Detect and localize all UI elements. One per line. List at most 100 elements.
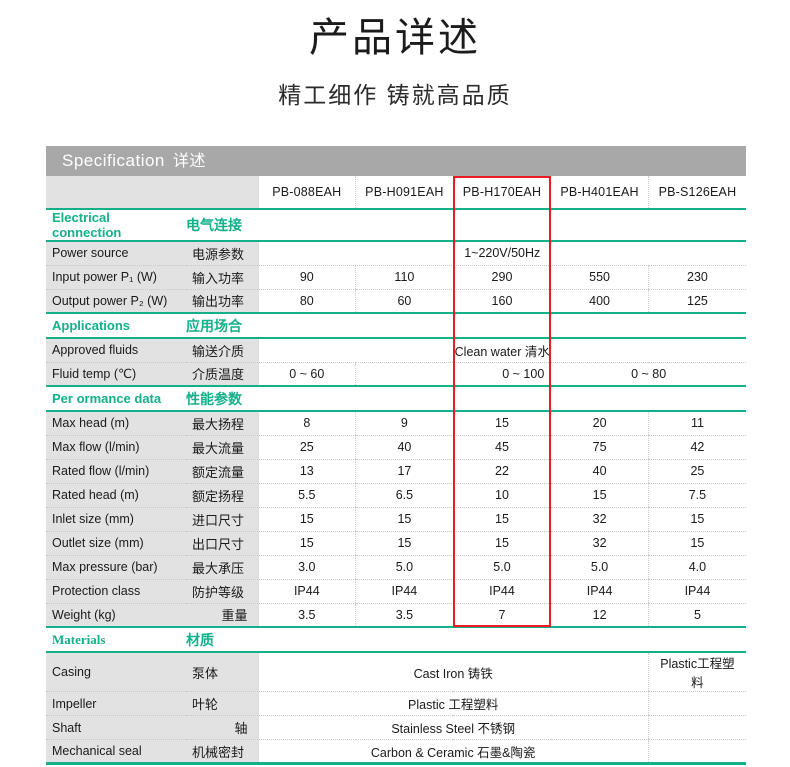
table-row: Power source 电源参数 1~220V/50Hz bbox=[46, 241, 746, 266]
cell-value: 22 bbox=[452, 459, 551, 484]
cell-value: 11 bbox=[647, 411, 746, 436]
cell-value: IP44 bbox=[355, 579, 454, 604]
cell-value-spanned: Plastic工程塑料 bbox=[647, 652, 746, 692]
model-header-pb-s126eah[interactable]: PB-S126EAH bbox=[647, 176, 746, 209]
cell-value-empty bbox=[647, 739, 746, 764]
table-row: Casing 泵体 Cast Iron 铸铁 Plastic工程塑料 bbox=[46, 652, 746, 692]
cell-value: 40 bbox=[355, 435, 454, 460]
cell-value: 5.0 bbox=[452, 555, 551, 580]
row-label-cn: 重量 bbox=[186, 603, 258, 628]
table-row: Approved fluids 输送介质 Clean water 清水 bbox=[46, 338, 746, 363]
row-label-en: Max head (m) bbox=[46, 411, 186, 436]
cell-value: 10 bbox=[452, 483, 551, 508]
section-title-cn: 应用场合 bbox=[186, 312, 746, 339]
cell-value: 230 bbox=[647, 265, 746, 290]
cell-value: 290 bbox=[452, 265, 551, 290]
cell-value: 15 bbox=[257, 531, 356, 556]
table-row: Inlet size (mm) 进口尺寸 15 15 15 32 15 bbox=[46, 507, 746, 532]
cell-value: 15 bbox=[647, 507, 746, 532]
section-title-en: Applications bbox=[46, 312, 186, 339]
table-row: Fluid temp (℃) 介质温度 0 ~ 60 0 ~ 100 0 ~ 80 bbox=[46, 362, 746, 387]
row-label-en: Approved fluids bbox=[46, 338, 186, 363]
cell-value-spanned: 1~220V/50Hz bbox=[257, 241, 746, 266]
cell-value: 125 bbox=[647, 289, 746, 314]
cell-value: 60 bbox=[355, 289, 454, 314]
row-label-cn: 出口尺寸 bbox=[186, 531, 258, 556]
model-header-pb-h401eah[interactable]: PB-H401EAH bbox=[550, 176, 649, 209]
row-label-en: Shaft bbox=[46, 715, 186, 740]
specification-table: PB-088EAH PB-H091EAH PB-H170EAH PB-H401EAH P… bbox=[46, 176, 746, 767]
cell-value: 80 bbox=[257, 289, 356, 314]
table-bottom-rule-cell bbox=[46, 762, 746, 767]
row-label-cn: 机械密封 bbox=[186, 739, 258, 764]
table-row: Protection class 防护等级 IP44 IP44 IP44 IP44 IP44 bbox=[46, 579, 746, 604]
model-header-pb-h170eah[interactable]: PB-H170EAH bbox=[452, 176, 551, 209]
cell-value: 17 bbox=[355, 459, 454, 484]
cell-value-empty bbox=[647, 691, 746, 716]
specification-label-cn: 详述 bbox=[172, 153, 206, 170]
row-label-en: Rated head (m) bbox=[46, 483, 186, 508]
cell-value-spanned: Clean water 清水 bbox=[257, 338, 746, 363]
table-row: Input power P₁ (W) 输入功率 90 110 290 550 230 bbox=[46, 265, 746, 290]
row-label-en: Outlet size (mm) bbox=[46, 531, 186, 556]
section-title-cn: 材质 bbox=[186, 626, 746, 653]
table-row: Impeller 叶轮 Plastic 工程塑料 bbox=[46, 691, 746, 716]
cell-value: 3.0 bbox=[257, 555, 356, 580]
cell-value: 5.0 bbox=[355, 555, 454, 580]
cell-value: 25 bbox=[647, 459, 746, 484]
row-label-cn: 介质温度 bbox=[186, 362, 258, 387]
model-row-blank-en bbox=[46, 176, 186, 209]
row-label-en: Protection class bbox=[46, 579, 186, 604]
cell-value: 15 bbox=[550, 483, 649, 508]
cell-value: 15 bbox=[452, 531, 551, 556]
table-row: Rated flow (l/min) 额定流量 13 17 22 40 25 bbox=[46, 459, 746, 484]
cell-value: 550 bbox=[550, 265, 649, 290]
table-row: Max flow (l/min) 最大流量 25 40 45 75 42 bbox=[46, 435, 746, 460]
row-label-cn: 额定扬程 bbox=[186, 483, 258, 508]
cell-value-spanned: 0 ~ 100 bbox=[355, 362, 551, 387]
row-label-en: Power source bbox=[46, 241, 186, 266]
row-label-cn: 输出功率 bbox=[186, 289, 258, 314]
specification-table-container: Specification 详述 PB-088EAH PB-H091EAH PB-H1… bbox=[46, 146, 746, 767]
page-header: 产品详述 精工细作 铸就高品质 bbox=[0, 0, 790, 110]
section-title-cn: 电气连接 bbox=[186, 208, 746, 242]
page-title: 产品详述 bbox=[309, 16, 481, 60]
cell-value: IP44 bbox=[647, 579, 746, 604]
row-label-cn: 电源参数 bbox=[186, 241, 258, 266]
row-label-en: Rated flow (l/min) bbox=[46, 459, 186, 484]
row-label-en: Input power P₁ (W) bbox=[46, 265, 186, 290]
row-label-cn: 进口尺寸 bbox=[186, 507, 258, 532]
table-row: Outlet size (mm) 出口尺寸 15 15 15 32 15 bbox=[46, 531, 746, 556]
cell-value: 15 bbox=[257, 507, 356, 532]
cell-value-spanned: 0 ~ 60 bbox=[257, 362, 356, 387]
model-header-row: PB-088EAH PB-H091EAH PB-H170EAH PB-H401EAH P… bbox=[46, 176, 746, 209]
model-header-pb-h091eah[interactable]: PB-H091EAH bbox=[355, 176, 454, 209]
cell-value: 12 bbox=[550, 603, 649, 628]
cell-value: 110 bbox=[355, 265, 454, 290]
cell-value: 9 bbox=[355, 411, 454, 436]
row-label-cn: 输入功率 bbox=[186, 265, 258, 290]
specification-title-bar: Specification 详述 bbox=[46, 146, 746, 176]
cell-value: 160 bbox=[452, 289, 551, 314]
table-row: Mechanical seal 机械密封 Carbon & Ceramic 石墨&陶… bbox=[46, 739, 746, 764]
cell-value: 20 bbox=[550, 411, 649, 436]
cell-value: 32 bbox=[550, 507, 649, 532]
cell-value: 15 bbox=[355, 507, 454, 532]
section-title-cn: 性能参数 bbox=[186, 385, 746, 412]
table-row: Max head (m) 最大扬程 8 9 15 20 11 bbox=[46, 411, 746, 436]
table-row: Output power P₂ (W) 输出功率 80 60 160 400 125 bbox=[46, 289, 746, 314]
cell-value: 5 bbox=[647, 603, 746, 628]
model-header-pb-088eah[interactable]: PB-088EAH bbox=[257, 176, 356, 209]
cell-value: 5.0 bbox=[550, 555, 649, 580]
cell-value: 25 bbox=[257, 435, 356, 460]
row-label-en: Max pressure (bar) bbox=[46, 555, 186, 580]
cell-value: 7.5 bbox=[647, 483, 746, 508]
row-label-cn: 最大流量 bbox=[186, 435, 258, 460]
cell-value: 400 bbox=[550, 289, 649, 314]
section-header-row: Per ormance data 性能参数 bbox=[46, 385, 746, 412]
row-label-cn: 额定流量 bbox=[186, 459, 258, 484]
table-row: Shaft 轴 Stainless Steel 不锈钢 bbox=[46, 715, 746, 740]
cell-value: 13 bbox=[257, 459, 356, 484]
cell-value: 90 bbox=[257, 265, 356, 290]
specification-label-en: Specification bbox=[62, 151, 165, 170]
